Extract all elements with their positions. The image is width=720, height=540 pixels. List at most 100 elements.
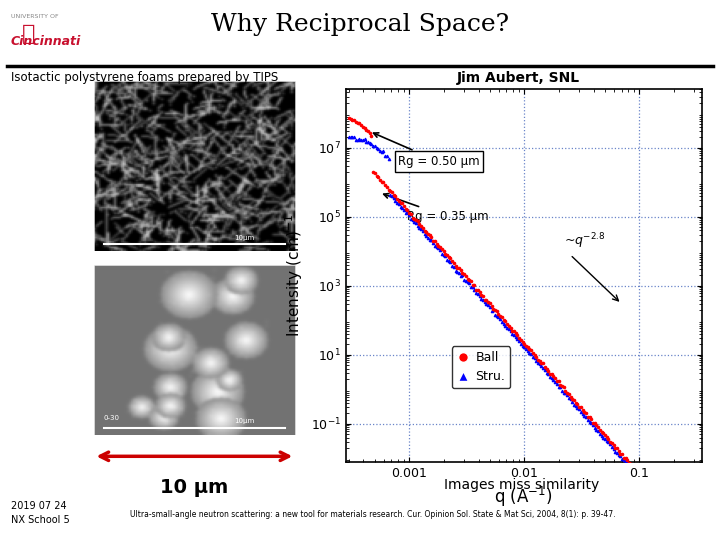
Ball — [678, 521, 690, 529]
Stru. — [366, 140, 377, 149]
Ball — [543, 367, 554, 375]
Stru. — [652, 496, 664, 505]
Ball — [683, 527, 695, 536]
Ball — [588, 418, 599, 427]
Stru. — [626, 467, 638, 475]
Text: 10μm: 10μm — [235, 235, 255, 241]
Stru. — [496, 318, 508, 326]
Stru. — [558, 389, 570, 397]
Ball — [398, 202, 410, 211]
Ball — [539, 362, 551, 371]
Stru. — [419, 230, 431, 239]
Ball — [506, 326, 518, 335]
Ball — [562, 388, 573, 397]
Ball — [548, 372, 559, 380]
Ball — [357, 123, 369, 131]
Ball — [580, 409, 592, 417]
Ball — [654, 494, 666, 503]
Ball — [554, 381, 566, 390]
Stru. — [482, 301, 494, 310]
Ball — [620, 454, 631, 462]
Ball — [431, 239, 442, 248]
Text: Ultra-small-angle neutron scattering: a new tool for materials research. Cur. Op: Ultra-small-angle neutron scattering: a … — [130, 510, 615, 519]
Ball — [481, 296, 492, 305]
Ball — [347, 115, 359, 124]
Text: ~$q^{-2.8}$: ~$q^{-2.8}$ — [564, 231, 605, 251]
Stru. — [445, 258, 456, 267]
Stru. — [660, 504, 671, 512]
Stru. — [372, 145, 384, 153]
Ball — [348, 116, 360, 124]
Ball — [495, 312, 506, 321]
Stru. — [608, 444, 619, 453]
Stru. — [665, 508, 676, 516]
Stru. — [678, 525, 690, 534]
Stru. — [649, 490, 660, 498]
Stru. — [415, 225, 427, 234]
Ball — [579, 408, 590, 416]
Text: Isotactic polystyrene foams prepared by TIPS: Isotactic polystyrene foams prepared by … — [11, 71, 278, 84]
Ball — [377, 177, 389, 186]
Stru. — [640, 481, 652, 490]
Ball — [568, 396, 580, 404]
Ball — [520, 341, 531, 350]
Stru. — [531, 356, 542, 365]
X-axis label: q (A$^{-1}$): q (A$^{-1}$) — [495, 485, 553, 509]
Stru. — [448, 262, 459, 271]
Ball — [364, 129, 375, 137]
Stru. — [642, 482, 654, 491]
Ball — [536, 359, 547, 367]
Stru. — [441, 255, 453, 264]
Stru. — [364, 139, 375, 147]
Stru. — [392, 199, 403, 207]
Stru. — [393, 199, 405, 208]
Ball — [428, 237, 439, 245]
Stru. — [434, 246, 446, 255]
Ball — [528, 350, 540, 359]
Ball — [448, 259, 459, 267]
Ball — [414, 219, 426, 228]
Ball — [599, 431, 611, 440]
Ball — [517, 338, 528, 346]
Ball — [526, 346, 537, 354]
Stru. — [359, 134, 370, 143]
Stru. — [610, 447, 621, 456]
Ball — [582, 413, 593, 421]
Ball — [429, 237, 441, 246]
Ball — [685, 530, 697, 538]
Stru. — [616, 455, 628, 464]
Ball — [522, 343, 534, 352]
Stru. — [539, 365, 551, 374]
Stru. — [661, 505, 672, 514]
Ball — [451, 264, 463, 272]
Ball — [577, 406, 588, 415]
Ball — [531, 353, 542, 361]
Stru. — [354, 135, 365, 144]
Stru. — [400, 208, 412, 217]
Stru. — [397, 204, 408, 212]
Stru. — [541, 368, 552, 377]
Stru. — [474, 292, 485, 300]
Ball — [675, 518, 686, 526]
Ball — [613, 446, 624, 455]
Stru. — [528, 354, 540, 363]
Ball — [572, 399, 583, 408]
Ball — [475, 291, 487, 299]
Stru. — [629, 468, 640, 476]
Stru. — [501, 323, 513, 332]
Ball — [491, 307, 503, 315]
Stru. — [395, 202, 406, 211]
Stru. — [374, 146, 386, 155]
Stru. — [467, 283, 479, 292]
Stru. — [543, 370, 554, 379]
Stru. — [386, 191, 397, 200]
Ball — [407, 213, 418, 222]
Stru. — [455, 271, 467, 280]
Ball — [651, 488, 662, 496]
Stru. — [348, 133, 360, 141]
Ball — [424, 231, 436, 239]
Stru. — [618, 456, 629, 464]
Stru. — [377, 147, 389, 156]
Stru. — [634, 475, 645, 483]
Ball — [593, 422, 604, 431]
